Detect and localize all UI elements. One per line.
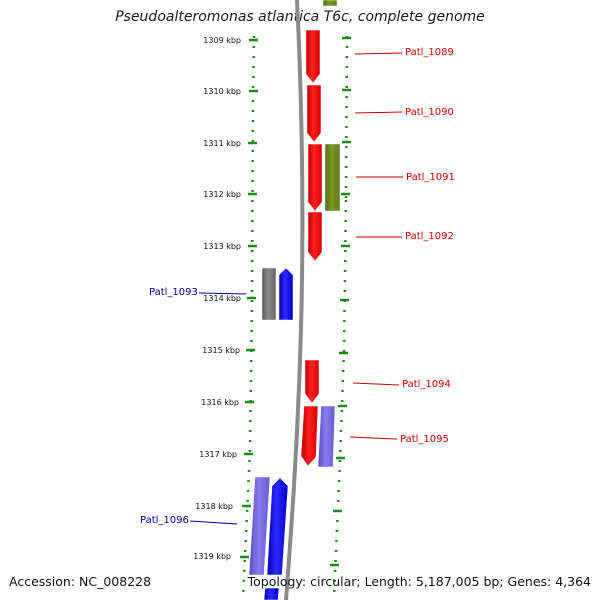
gene-label-patl-1089[interactable]: Patl_1089 — [405, 47, 454, 58]
ruler-label: 1316 kbp — [201, 398, 239, 407]
genome-backbone — [284, 0, 305, 600]
gene-arrow-patl-1095-red[interactable] — [300, 405, 319, 467]
ruler-label: 1317 kbp — [199, 450, 237, 459]
gene-labels: Patl_1089 Patl_1090 Patl_1091 Patl_1092 … — [140, 47, 455, 526]
gene-arrow-patl-1091-olive[interactable] — [324, 143, 341, 212]
page-title: Pseudoalteromonas atlantica T6c, complet… — [115, 9, 485, 25]
gene-arrow-patl-1090[interactable] — [306, 84, 322, 143]
gene-label-patl-1093[interactable]: Patl_1093 — [149, 287, 198, 298]
gene-arrow-blue-bottom[interactable] — [263, 587, 280, 600]
ruler-label: 1313 kbp — [203, 242, 241, 251]
ruler-right-dots — [332, 35, 349, 599]
genome-summary: Topology: circular; Length: 5,187,005 bp… — [247, 574, 591, 589]
ruler-ticks — [240, 35, 351, 599]
ruler-label: 1311 kbp — [203, 139, 241, 148]
gene-arrow-patl-1096-purple[interactable] — [248, 476, 271, 576]
ruler-label: 1315 kbp — [202, 346, 240, 355]
gene-arrow-patl-1091-red[interactable] — [307, 143, 323, 212]
ruler-left-dots — [241, 35, 256, 599]
ruler-label: 1319 kbp — [193, 552, 231, 561]
gene-arrow-patl-1094[interactable] — [304, 359, 320, 404]
ruler-labels: 1309 kbp 1310 kbp 1311 kbp 1312 kbp 1313… — [193, 36, 241, 561]
gene-arrow-patl-1096[interactable] — [266, 477, 289, 576]
gene-label-patl-1091[interactable]: Patl_1091 — [406, 172, 455, 183]
ruler-label: 1310 kbp — [203, 87, 241, 96]
gene-arrow-olive-top[interactable] — [322, 0, 338, 7]
gene-label-patl-1094[interactable]: Patl_1094 — [402, 379, 451, 390]
gene-arrow-patl-1093-grey[interactable] — [261, 267, 277, 321]
ruler-major-ticks — [240, 36, 351, 567]
gene-arrow-patl-1093[interactable] — [278, 267, 294, 321]
ruler-label: 1309 kbp — [203, 36, 241, 45]
gene-arrow-patl-1092[interactable] — [307, 211, 323, 262]
gene-label-leaders — [189, 52, 403, 525]
gene-arrow-patl-1095-purple[interactable] — [317, 405, 336, 468]
accession-text: Accession: NC_008228 — [9, 574, 152, 589]
gene-label-patl-1090[interactable]: Patl_1090 — [405, 107, 454, 118]
gene-features — [248, 0, 341, 600]
ruler-label: 1318 kbp — [195, 502, 233, 511]
gene-arrow-patl-1089[interactable] — [305, 29, 321, 84]
ruler-label: 1312 kbp — [203, 190, 241, 199]
gene-label-patl-1096[interactable]: Patl_1096 — [140, 515, 189, 526]
ruler-label: 1314 kbp — [203, 294, 241, 303]
gene-label-patl-1092[interactable]: Patl_1092 — [405, 231, 454, 242]
gene-label-patl-1095[interactable]: Patl_1095 — [400, 434, 449, 445]
